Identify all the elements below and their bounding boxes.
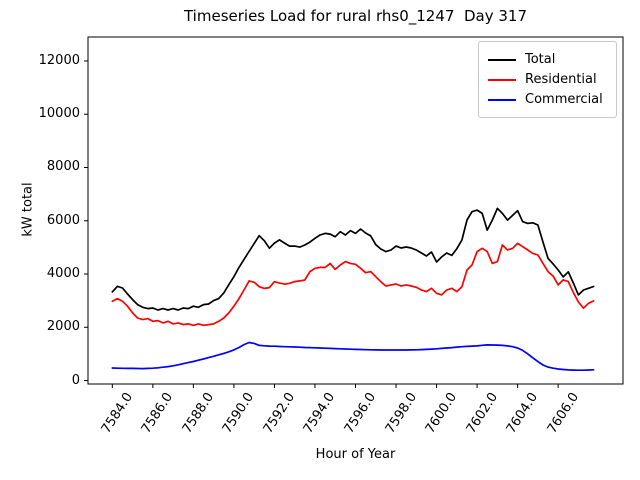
y-tick-label: 8000 [46, 159, 80, 175]
legend-label-residential: Residential [525, 72, 597, 87]
y-tick-label: 12000 [38, 52, 80, 68]
legend-label-total: Total [525, 52, 556, 67]
y-tick-label: 0 [71, 372, 80, 388]
y-tick-label: 2000 [46, 319, 80, 335]
y-tick-label: 10000 [38, 106, 80, 122]
y-axis-label: kW total [20, 182, 36, 237]
x-axis-label: Hour of Year [315, 447, 396, 462]
commercial-line-swatch [488, 98, 516, 101]
line-total [111, 207, 595, 311]
residential-line-swatch [488, 78, 516, 81]
legend-label-commercial: Commercial [525, 92, 603, 107]
legend-item-commercial: Commercial [488, 90, 608, 109]
y-tick-label: 4000 [46, 266, 80, 281]
legend-item-total: Total [488, 50, 608, 69]
y-tick-label: 6000 [46, 212, 80, 228]
chart-title: Timeseries Load for rural rhs0_1247 Day … [183, 7, 527, 25]
line-residential [111, 242, 595, 327]
total-line-swatch [488, 58, 516, 61]
legend: Total Residential Commercial [478, 41, 617, 118]
line-commercial [111, 341, 595, 372]
legend-item-residential: Residential [488, 70, 608, 89]
